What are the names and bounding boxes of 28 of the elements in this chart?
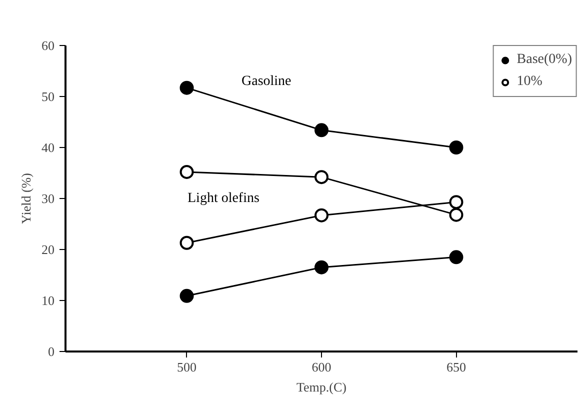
legend-label: 10% (516, 74, 542, 90)
point (314, 170, 328, 184)
x-tick-label: 650 (446, 360, 466, 374)
y-tick-label: 30 (42, 191, 54, 206)
point (180, 80, 194, 95)
y-axis-title: Yield (%) (18, 173, 34, 224)
annotation: Gasoline (242, 74, 292, 89)
annotation: Light olefins (188, 191, 260, 206)
point (314, 208, 328, 222)
y-tick-label: 10 (42, 293, 54, 308)
point (180, 236, 194, 250)
y-tick-label: 50 (42, 89, 54, 104)
point (314, 260, 328, 274)
x-axis-title: Temp.(C) (296, 380, 347, 394)
point (180, 288, 194, 303)
point (449, 208, 464, 222)
point (449, 140, 464, 154)
y-tick-label: 20 (42, 242, 54, 257)
y-tick-label: 40 (42, 140, 54, 155)
point (449, 250, 464, 264)
point (180, 164, 194, 179)
x-tick-label: 600 (312, 360, 332, 374)
x-tick-label: 500 (177, 360, 197, 374)
legend-label: Base(0%) (516, 52, 572, 68)
y-tick-label: 60 (42, 38, 54, 53)
point (314, 123, 328, 138)
y-tick-label: 0 (48, 344, 54, 359)
point (449, 195, 464, 210)
